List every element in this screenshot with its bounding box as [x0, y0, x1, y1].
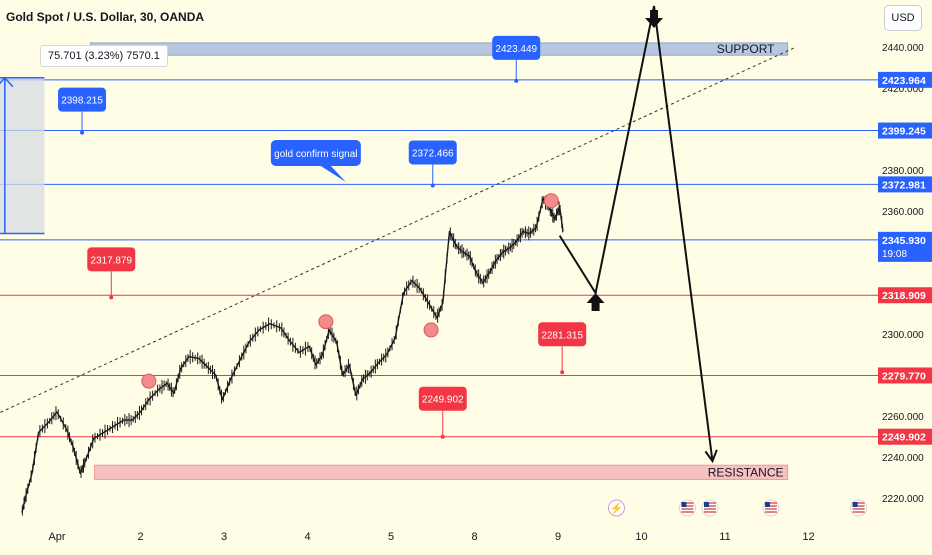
highlight-circle: [318, 314, 334, 330]
callout-point: [109, 295, 114, 300]
callout-text: 2372.466: [412, 148, 454, 159]
note-text: gold confirm signal: [274, 149, 357, 160]
callout-box[interactable]: [58, 87, 107, 112]
flag-canton: [764, 502, 770, 507]
price-tick: 2360.000: [882, 207, 924, 218]
measure-layer: [0, 76, 45, 235]
level-tag-text: 2318.909: [882, 290, 926, 302]
circle-layer: [141, 193, 559, 389]
callout-text: 2281.315: [541, 330, 583, 341]
countdown-text: 19:08: [882, 249, 907, 260]
price-tick: 2380.000: [882, 166, 924, 177]
time-axis: Apr 2 3 4 5 8 9 10 11 12: [48, 531, 814, 543]
callout-text: 2423.449: [495, 44, 537, 55]
measure-range: [0, 77, 45, 234]
price-tick: 2420.000: [882, 84, 924, 95]
level-tag-text: 2279.770: [882, 370, 926, 382]
callout-point: [440, 434, 445, 439]
trend-line: [0, 46, 797, 414]
lightning-glyph: ⚡: [610, 502, 624, 515]
highlight-circle: [543, 193, 559, 209]
price-tick: 2300.000: [882, 330, 924, 341]
currency-button[interactable]: USD: [884, 5, 922, 31]
level-tag[interactable]: [878, 231, 932, 262]
time-tick: 3: [221, 531, 227, 543]
callout-text: 2317.879: [90, 255, 132, 266]
us-flag-icon[interactable]: [850, 499, 868, 517]
level-tag-text: 2345.930: [882, 235, 926, 247]
price-layer: [21, 195, 564, 516]
chart-title: Gold Spot / U.S. Dollar, 30, OANDA: [6, 10, 205, 24]
callout-box[interactable]: [87, 247, 136, 272]
callout-point: [80, 130, 85, 135]
note-bubble[interactable]: [270, 140, 361, 166]
callout-box[interactable]: [418, 386, 467, 411]
time-tick: 8: [471, 531, 477, 543]
callout-box[interactable]: [492, 35, 541, 60]
level-tag[interactable]: [878, 122, 932, 139]
measure-readout: 75.701 (3.23%) 7570.1: [40, 45, 168, 67]
level-tag[interactable]: [878, 428, 932, 445]
forecast-path: [558, 5, 714, 462]
zone-resistance: [94, 464, 789, 481]
price-tick: 2260.000: [882, 412, 924, 423]
time-tick: 11: [719, 531, 730, 543]
level-tag-text: 2399.245: [882, 126, 926, 138]
price-axis: 2220.0002240.0002260.0002280.0002300.000…: [878, 0, 932, 550]
us-flag-icon[interactable]: [762, 499, 780, 517]
flag-canton: [703, 502, 709, 507]
level-tag[interactable]: [878, 71, 932, 88]
us-flag-icon[interactable]: [678, 499, 696, 517]
time-tick: 12: [802, 531, 814, 543]
measure-arrow-head: [0, 76, 14, 88]
zone-label: SUPPORT: [717, 42, 775, 56]
callout-text: 2249.902: [422, 395, 464, 406]
callout-layer: 2423.449 2398.215 2372.466 2317.879 2281.315…: [58, 35, 587, 439]
level-tag[interactable]: [878, 367, 932, 384]
level-tag-text: 2423.964: [882, 75, 926, 87]
flag-canton: [852, 502, 858, 507]
event-layer: ⚡: [607, 499, 868, 517]
time-tick: 9: [555, 531, 561, 543]
zone-label: RESISTANCE: [708, 465, 784, 479]
price-tick: 2240.000: [882, 453, 924, 464]
event-lightning-icon[interactable]: [607, 499, 625, 517]
up-arrow-icon: [586, 293, 605, 311]
callout-box[interactable]: [538, 322, 587, 347]
forecast-arrow: [704, 449, 718, 464]
level-tag[interactable]: [878, 287, 932, 304]
us-flag-icon[interactable]: [701, 499, 719, 517]
highlight-circle: [423, 322, 439, 338]
down-arrow-icon: [645, 10, 664, 28]
level-tag-text: 2249.902: [882, 432, 926, 444]
level-tag-text: 2372.981: [882, 179, 926, 191]
callout-point: [560, 370, 565, 375]
callout-point: [430, 183, 435, 188]
forecast-layer: [558, 5, 718, 464]
time-tick: 2: [137, 531, 143, 543]
flag-canton: [681, 502, 687, 507]
zone-support: [89, 42, 789, 56]
time-tick: Apr: [48, 531, 65, 543]
price-axis-bg: [878, 0, 932, 550]
callout-box[interactable]: [408, 140, 457, 165]
zone-layer: SUPPORT RESISTANCE: [89, 42, 789, 481]
price-tick: 2440.000: [882, 43, 924, 54]
time-tick: 4: [304, 531, 310, 543]
callout-text: 2398.215: [61, 96, 103, 107]
level-tag[interactable]: [878, 176, 932, 193]
time-tick: 10: [635, 531, 647, 543]
note-pointer: [320, 166, 346, 182]
callout-point: [514, 78, 519, 83]
highlight-circle: [141, 373, 157, 389]
trendline-layer: [0, 46, 797, 414]
time-tick: 5: [388, 531, 394, 543]
price-tick: 2220.000: [882, 494, 924, 505]
